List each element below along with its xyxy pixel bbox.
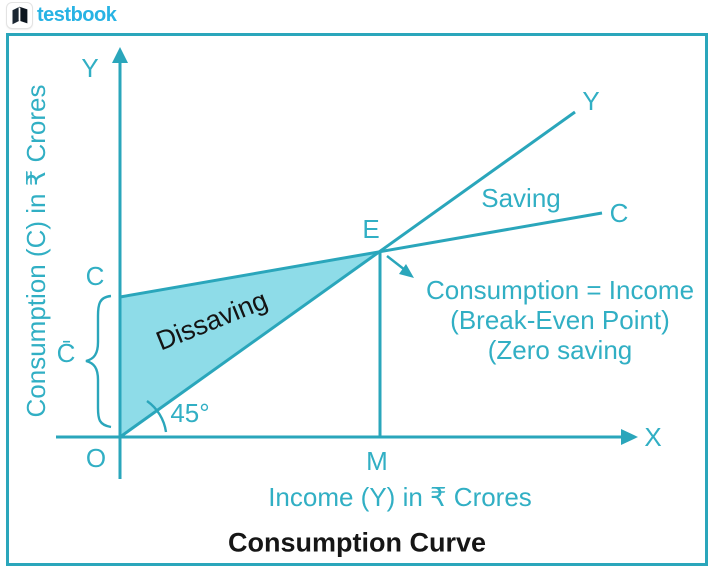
income-line-label: Y	[582, 86, 600, 116]
logo-wordmark: testbook	[37, 4, 117, 26]
income-line	[119, 110, 576, 439]
book-icon	[7, 3, 32, 28]
page-title: Consumption Curve	[227, 527, 487, 558]
note-line-2: (Break-Even Point)	[450, 305, 670, 335]
consumption-line-label: C	[609, 198, 629, 228]
break-even-point-label: E	[362, 214, 380, 244]
origin-label: O	[85, 443, 107, 473]
e-pointer-arrow	[386, 255, 406, 271]
e-pointer-arrowhead	[399, 264, 414, 278]
autonomous-consumption-label: C̄	[56, 338, 76, 368]
y-axis-title: Consumption (C) in ₹ Crores	[21, 84, 51, 418]
x-axis-title: Income (Y) in ₹ Crores	[268, 482, 532, 512]
note-line-1: Consumption = Income	[425, 275, 695, 305]
x-axis-arrowhead	[621, 429, 638, 445]
angle-arc	[146, 400, 168, 433]
y-axis-arrowhead	[112, 47, 128, 63]
break-even-note: Consumption = Income (Break-Even Point) …	[426, 275, 694, 365]
angle-label: 45°	[170, 398, 210, 428]
x-axis-letter: X	[644, 422, 662, 452]
testbook-logo[interactable]: testbook	[7, 3, 117, 28]
consumption-intercept-label: C	[85, 261, 105, 291]
c-bar-brace	[85, 294, 112, 429]
note-line-3: (Zero saving	[487, 335, 633, 365]
y-axis-letter: Y	[81, 53, 99, 83]
saving-label: Saving	[481, 183, 561, 213]
income-level-label: M	[366, 446, 388, 476]
consumption-line	[119, 211, 603, 299]
